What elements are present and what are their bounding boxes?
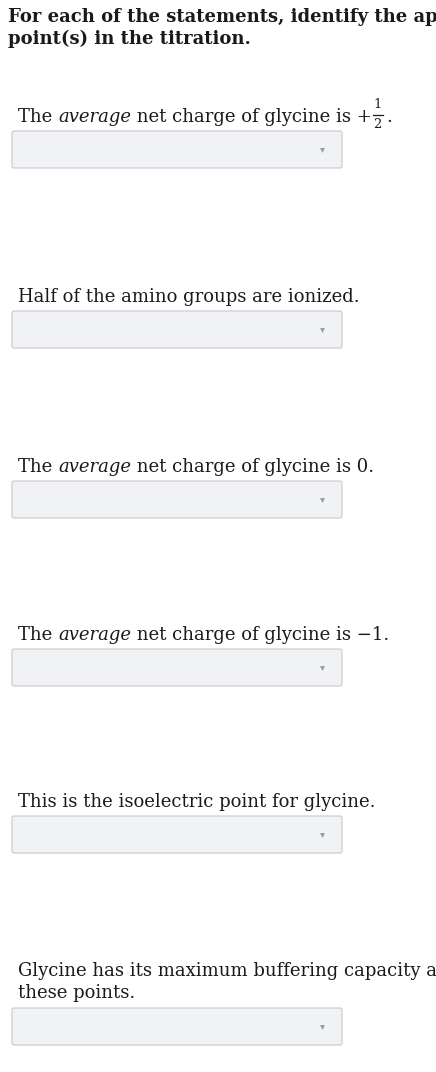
Text: net charge of glycine is +: net charge of glycine is + xyxy=(131,108,372,126)
FancyBboxPatch shape xyxy=(12,311,342,348)
Text: these points.: these points. xyxy=(18,984,135,1002)
FancyBboxPatch shape xyxy=(12,481,342,518)
Text: .: . xyxy=(386,108,392,126)
Text: The: The xyxy=(18,108,58,126)
Text: average: average xyxy=(58,458,131,476)
Text: Glycine has its maximum buffering capacity at: Glycine has its maximum buffering capaci… xyxy=(18,962,436,980)
Text: 2: 2 xyxy=(374,119,382,132)
Text: Half of the amino groups are ionized.: Half of the amino groups are ionized. xyxy=(18,288,360,306)
FancyBboxPatch shape xyxy=(12,649,342,686)
Text: average: average xyxy=(58,626,131,644)
Text: 1: 1 xyxy=(374,98,382,110)
Text: point(s) in the titration.: point(s) in the titration. xyxy=(8,30,251,48)
Text: The: The xyxy=(18,458,58,476)
FancyBboxPatch shape xyxy=(12,131,342,168)
Text: net charge of glycine is −1.: net charge of glycine is −1. xyxy=(131,626,389,644)
Text: For each of the statements, identify the appropriate key: For each of the statements, identify the… xyxy=(8,8,436,26)
Text: The: The xyxy=(18,626,58,644)
FancyBboxPatch shape xyxy=(12,1008,342,1045)
Text: average: average xyxy=(58,108,131,126)
Text: This is the isoelectric point for glycine.: This is the isoelectric point for glycin… xyxy=(18,793,375,812)
Text: net charge of glycine is 0.: net charge of glycine is 0. xyxy=(131,458,374,476)
FancyBboxPatch shape xyxy=(12,816,342,853)
